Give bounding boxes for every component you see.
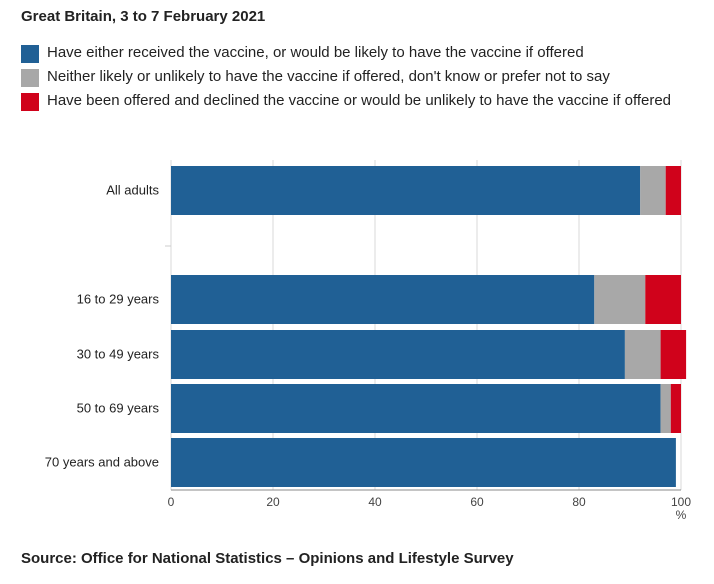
legend-label-declined: Have been offered and declined the vacci…	[47, 92, 672, 109]
x-tick-label: 0	[168, 495, 175, 509]
bar-segment	[171, 384, 661, 433]
x-tick-label: 60	[470, 495, 484, 509]
category-label: 50 to 69 years	[77, 401, 160, 416]
category-label: All adults	[106, 183, 159, 198]
legend: Have either received the vaccine, or wou…	[21, 42, 711, 114]
category-label: 70 years and above	[45, 455, 159, 470]
x-tick-label: 40	[368, 495, 382, 509]
bar-segment	[660, 330, 687, 379]
bar-segment	[645, 275, 681, 324]
x-tick-label: 100	[671, 495, 691, 509]
bar-segment	[171, 330, 625, 379]
x-tick-label: 20	[266, 495, 280, 509]
bar-segment	[660, 384, 671, 433]
stacked-bar-chart: All adults 16 to 29 years 30 to 49 years 50…	[45, 160, 691, 522]
x-tick-label: 80	[572, 495, 586, 509]
legend-swatch-likely	[21, 45, 39, 63]
legend-label-neither: Neither likely or unlikely to have the v…	[47, 68, 610, 85]
bar-segment	[171, 275, 595, 324]
legend-item-neither: Neither likely or unlikely to have the v…	[21, 66, 711, 88]
chart-subtitle: Great Britain, 3 to 7 February 2021	[21, 8, 266, 25]
x-unit-label: %	[676, 508, 687, 522]
legend-item-declined: Have been offered and declined the vacci…	[21, 90, 711, 112]
bar-segment	[171, 166, 641, 215]
bar-segment	[640, 166, 666, 215]
source-note: Source: Office for National Statistics –…	[21, 550, 514, 567]
bar-segment	[624, 330, 661, 379]
legend-label-likely: Have either received the vaccine, or wou…	[47, 44, 584, 61]
bar-segment	[171, 438, 676, 487]
bar-segment	[665, 166, 681, 215]
bar-segment	[670, 384, 681, 433]
category-label: 16 to 29 years	[77, 292, 160, 307]
legend-swatch-declined	[21, 93, 39, 111]
legend-item-likely: Have either received the vaccine, or wou…	[21, 42, 711, 64]
bar-segment	[594, 275, 646, 324]
category-label: 30 to 49 years	[77, 347, 160, 362]
legend-swatch-neither	[21, 69, 39, 87]
